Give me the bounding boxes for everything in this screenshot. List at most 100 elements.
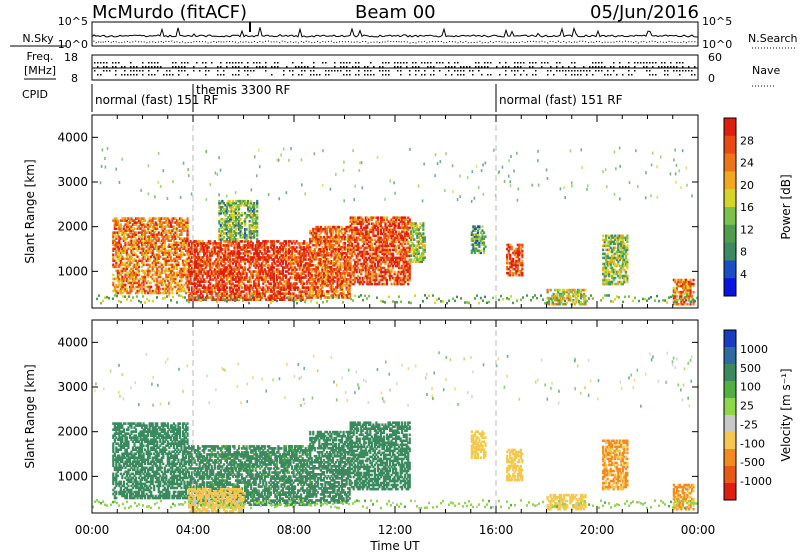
echo-cell bbox=[148, 269, 151, 273]
echo-cell bbox=[244, 258, 247, 261]
echo-cell bbox=[385, 228, 389, 232]
echo-cell bbox=[336, 266, 339, 269]
echo-cell bbox=[339, 251, 342, 255]
echo-cell bbox=[327, 241, 330, 245]
echo-cell bbox=[292, 248, 295, 251]
echo-cell bbox=[154, 217, 157, 220]
nave-dot bbox=[445, 74, 447, 76]
echo-cell bbox=[201, 260, 204, 263]
nave-dot bbox=[583, 66, 585, 68]
echo-cell bbox=[134, 265, 138, 269]
echo-cell bbox=[169, 285, 172, 289]
echo-cell bbox=[115, 225, 118, 228]
echo-cell bbox=[256, 284, 259, 287]
echo-cell bbox=[150, 247, 153, 251]
nave-dot bbox=[565, 74, 567, 76]
echo-cell bbox=[396, 216, 399, 220]
nave-dot bbox=[148, 62, 150, 64]
echo-cell bbox=[390, 244, 393, 248]
echo-cell bbox=[175, 227, 179, 230]
echo-cell bbox=[237, 256, 241, 259]
echo-cell bbox=[324, 278, 327, 281]
echo-cell bbox=[340, 231, 344, 235]
echo-cell bbox=[206, 272, 209, 275]
echo-cell bbox=[277, 264, 280, 267]
echo-cell bbox=[339, 266, 342, 269]
echo-cell bbox=[222, 276, 225, 279]
echo-cell bbox=[218, 286, 221, 289]
echo-cell bbox=[124, 257, 127, 261]
echo-cell bbox=[266, 274, 269, 277]
echo-cell bbox=[190, 264, 194, 267]
echo-cell bbox=[236, 240, 239, 243]
echo-cell bbox=[260, 266, 263, 269]
echo-cell bbox=[269, 298, 272, 302]
echo-cell bbox=[127, 217, 130, 220]
echo-cell bbox=[262, 282, 265, 285]
echo-cell bbox=[128, 255, 132, 259]
echo-cell bbox=[303, 256, 306, 259]
echo-cell bbox=[195, 248, 198, 251]
nave-dot bbox=[385, 62, 387, 64]
echo-cell bbox=[248, 230, 251, 233]
echo-cell bbox=[271, 264, 274, 267]
echo-cell bbox=[269, 256, 272, 259]
nave-dot bbox=[334, 62, 336, 64]
echo-cell bbox=[166, 229, 169, 232]
echo-cell bbox=[118, 277, 121, 281]
echo-cell bbox=[200, 266, 203, 269]
nave-dot bbox=[325, 62, 327, 64]
echo-cell bbox=[416, 260, 419, 264]
echo-cell bbox=[387, 230, 390, 234]
echo-cell bbox=[222, 254, 225, 257]
echo-cell bbox=[272, 258, 275, 261]
echo-cell bbox=[250, 215, 253, 219]
echo-cell bbox=[257, 240, 260, 243]
echo-cell bbox=[345, 294, 348, 297]
echo-cell bbox=[395, 282, 398, 286]
echo-cell bbox=[269, 242, 272, 245]
nave-dot bbox=[586, 70, 588, 72]
echo-cell bbox=[233, 278, 236, 281]
echo-cell bbox=[367, 270, 370, 274]
echo-cell bbox=[209, 242, 212, 245]
echo-cell bbox=[313, 257, 316, 261]
echo-cell bbox=[150, 255, 153, 259]
echo-cell bbox=[337, 270, 341, 273]
echo-cell bbox=[318, 227, 321, 231]
echo-cell bbox=[318, 270, 321, 273]
nave-tick-top: 60 bbox=[708, 51, 722, 64]
echo-cell bbox=[385, 250, 389, 254]
echo-cell bbox=[284, 266, 288, 269]
echo-cell bbox=[379, 278, 383, 282]
echo-cell bbox=[178, 253, 182, 257]
echo-cell bbox=[112, 235, 115, 239]
echo-cell bbox=[197, 290, 200, 293]
echo-cell bbox=[306, 268, 309, 271]
echo-cell bbox=[239, 224, 242, 227]
nave-dot bbox=[406, 62, 408, 64]
echo-cell bbox=[256, 203, 259, 207]
echo-cell bbox=[262, 288, 265, 291]
echo-cell bbox=[148, 225, 151, 228]
echo-cell bbox=[151, 277, 154, 281]
echo-cell bbox=[384, 224, 387, 228]
echo-cell bbox=[203, 284, 206, 287]
echo-cell bbox=[408, 248, 411, 252]
echo-cell bbox=[284, 292, 288, 295]
echo-cell bbox=[295, 274, 298, 277]
echo-cell bbox=[212, 246, 215, 249]
echo-cell bbox=[181, 227, 185, 230]
echo-cell bbox=[163, 241, 166, 245]
echo-cell bbox=[363, 236, 366, 240]
echo-cell bbox=[351, 230, 354, 234]
echo-cell bbox=[256, 292, 259, 295]
echo-cell bbox=[169, 231, 172, 234]
echo-cell bbox=[268, 296, 271, 299]
echo-cell bbox=[194, 262, 197, 265]
echo-cell bbox=[289, 246, 292, 249]
nave-dot bbox=[541, 66, 543, 68]
echo-cell bbox=[366, 264, 369, 268]
echo-cell bbox=[265, 290, 268, 293]
echo-cell bbox=[385, 234, 389, 238]
